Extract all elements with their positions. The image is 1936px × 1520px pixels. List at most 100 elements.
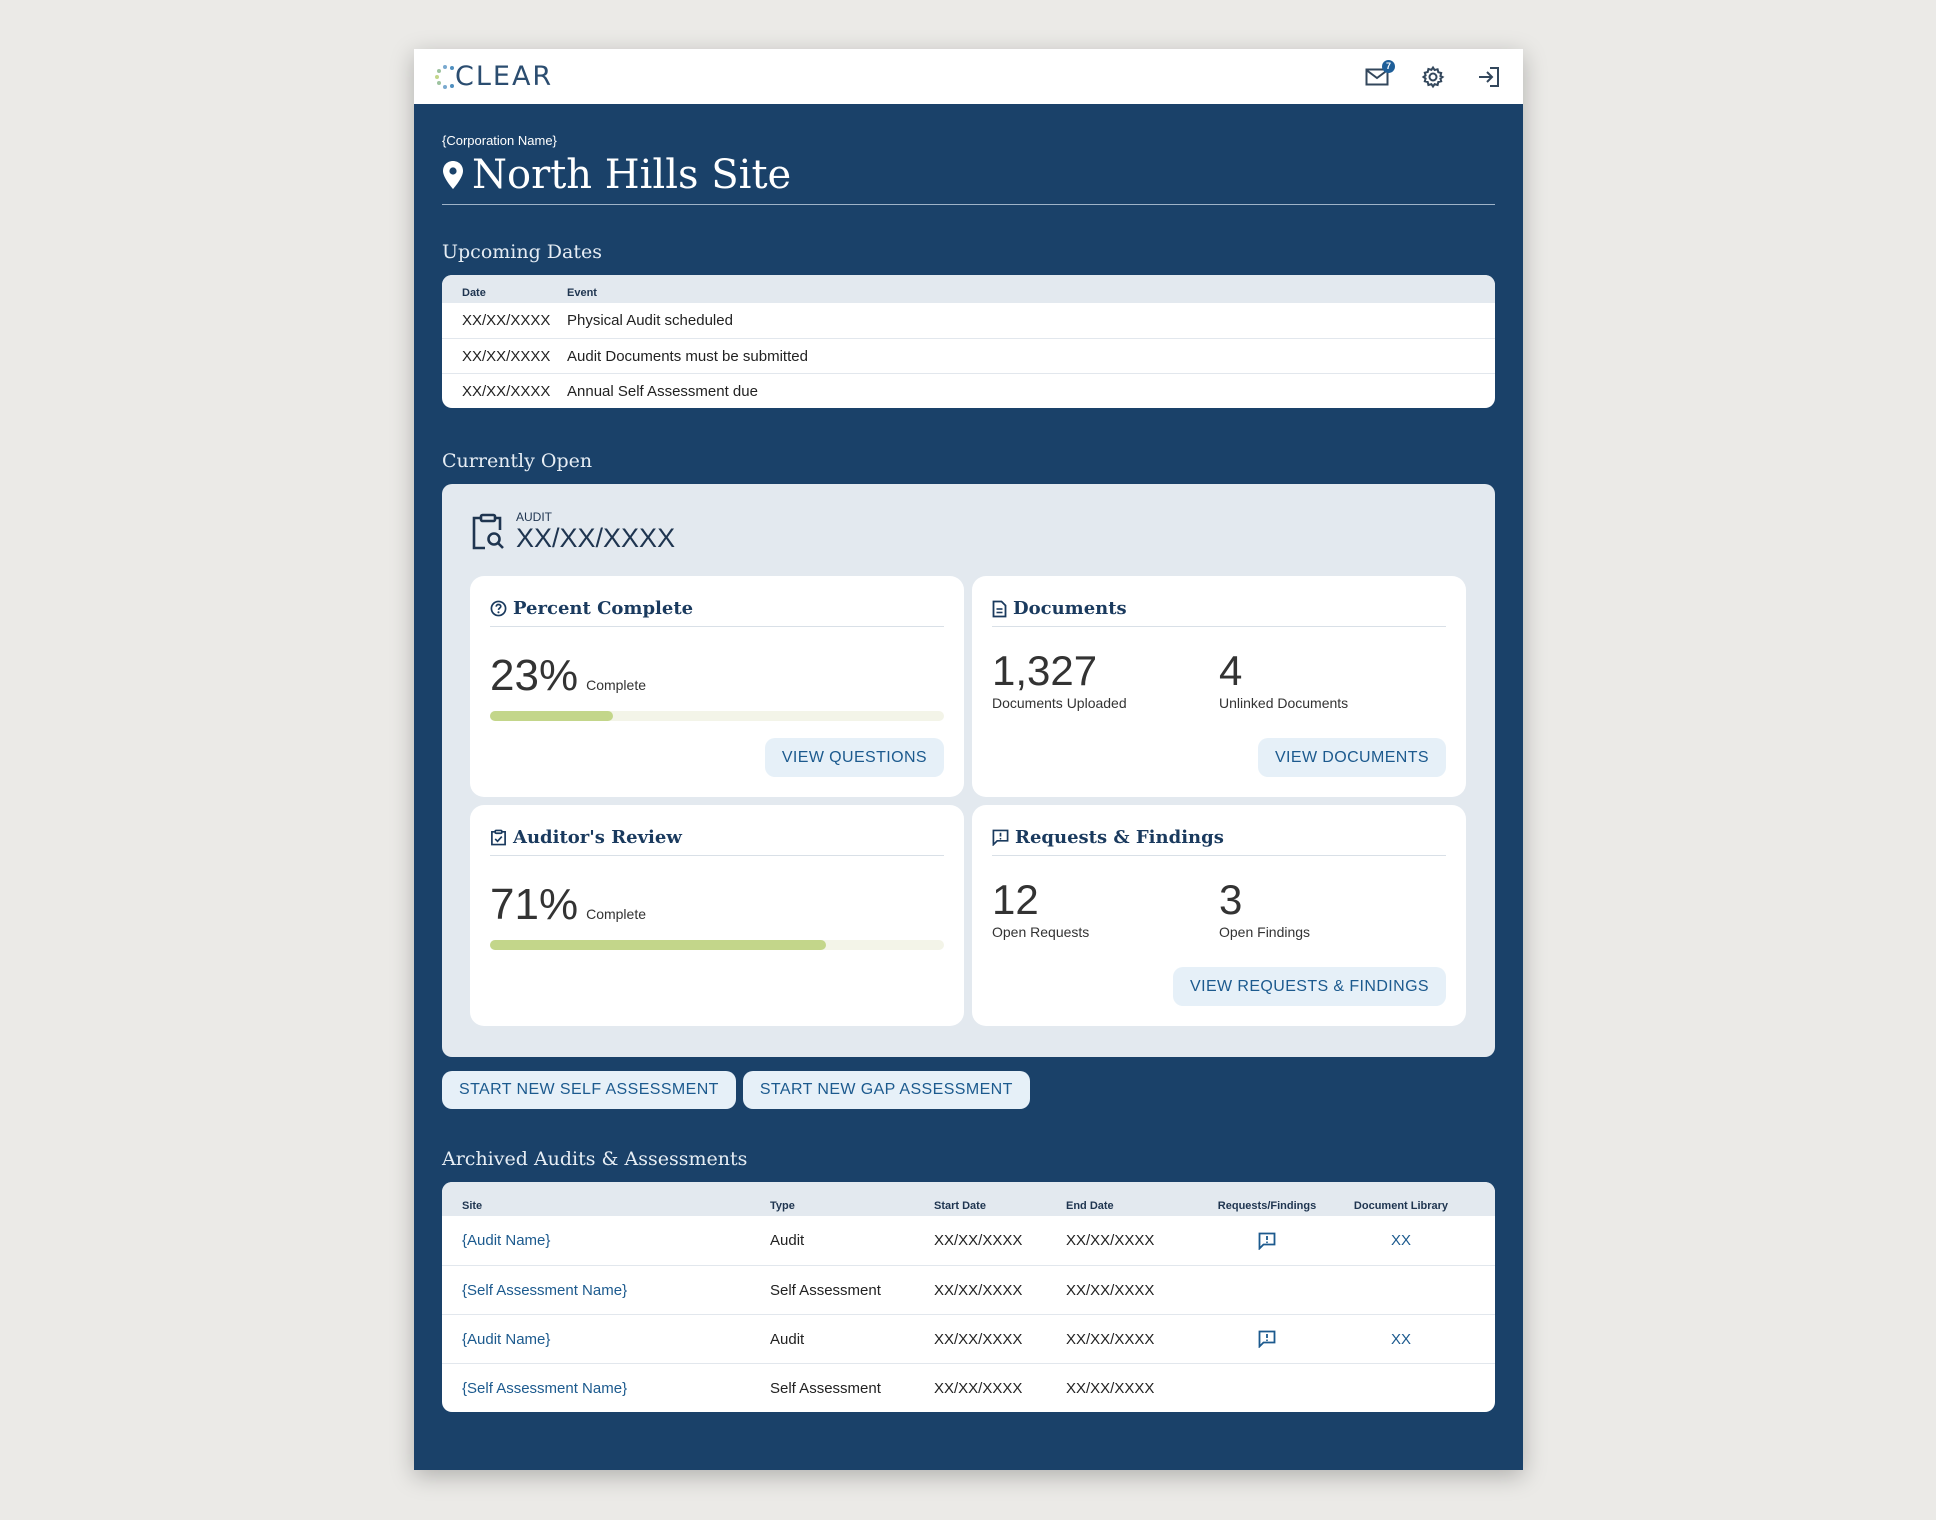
clipboard-search-icon — [472, 513, 504, 550]
mail-icon — [1365, 68, 1389, 85]
card-header: Percent Complete — [490, 598, 944, 627]
logo-dots-icon — [435, 64, 454, 89]
card-header: Documents — [992, 598, 1446, 627]
location-pin-icon — [443, 161, 463, 189]
view-documents-button[interactable]: VIEW DOCUMENTS — [1257, 738, 1446, 777]
stat-label: Unlinked Documents — [1219, 695, 1349, 711]
col-requests-findings: Requests/Findings — [1217, 1200, 1317, 1212]
audit-label: AUDIT — [516, 510, 552, 524]
site-title-text: North Hills Site — [472, 152, 792, 198]
stat-value: 12 — [992, 876, 1039, 923]
start-self-assessment-button[interactable]: START NEW SELF ASSESSMENT — [442, 1071, 736, 1109]
col-date: Date — [462, 287, 486, 299]
logo-text: CLEAR — [455, 61, 554, 92]
self-assessment-name-link[interactable]: {Self Assessment Name} — [462, 1281, 628, 1299]
logout-icon — [1479, 66, 1499, 87]
chat-flag-icon[interactable] — [1258, 1330, 1276, 1348]
mail-button[interactable]: 7 — [1363, 59, 1395, 91]
card-header: Requests & Findings — [992, 827, 1446, 856]
col-document-library: Document Library — [1353, 1200, 1449, 1212]
col-end-date: End Date — [1066, 1200, 1114, 1212]
percent-value: 23% — [490, 651, 579, 700]
progress-fill — [490, 711, 613, 721]
row-event: Physical Audit scheduled — [567, 312, 733, 329]
card-header: Auditor's Review — [490, 827, 944, 856]
stat-value: 4 — [1219, 647, 1243, 694]
percent-complete-card: Percent Complete 23% Complete VIEW QUEST… — [470, 576, 964, 797]
self-assessment-name-link[interactable]: {Self Assessment Name} — [462, 1379, 628, 1397]
document-icon — [992, 600, 1007, 617]
view-questions-button[interactable]: VIEW QUESTIONS — [764, 738, 944, 777]
audit-name-link[interactable]: {Audit Name} — [462, 1330, 551, 1348]
table-row: {Self Assessment Name} Self Assessment X… — [442, 1265, 1495, 1314]
stat-value: 1,327 — [992, 647, 1098, 694]
table-row: XX/XX/XXXX Audit Documents must be submi… — [442, 338, 1495, 373]
archive-table-header: Site Type Start Date End Date Requests/F… — [442, 1182, 1495, 1216]
table-row: XX/XX/XXXX Annual Self Assessment due — [442, 373, 1495, 408]
stat-label: Open Findings — [1219, 924, 1311, 940]
auditors-review-card: Auditor's Review 71% Complete — [470, 805, 964, 1026]
col-event: Event — [567, 287, 597, 299]
col-type: Type — [770, 1200, 795, 1212]
gear-icon — [1421, 65, 1445, 88]
row-type: Self Assessment — [770, 1281, 881, 1299]
audit-date: XX/XX/XXXX — [516, 523, 676, 553]
logout-button[interactable] — [1475, 63, 1503, 91]
card-title: Requests & Findings — [1015, 827, 1224, 848]
row-type: Audit — [770, 1330, 805, 1348]
card-title: Auditor's Review — [513, 827, 682, 848]
row-date: XX/XX/XXXX — [462, 347, 551, 365]
question-circle-icon — [490, 600, 507, 617]
start-gap-assessment-button[interactable]: START NEW GAP ASSESSMENT — [742, 1071, 1030, 1109]
row-end-date: XX/XX/XXXX — [1066, 1330, 1155, 1348]
stat-value: 3 — [1219, 876, 1243, 923]
archived-audits-table: Site Type Start Date End Date Requests/F… — [442, 1182, 1495, 1412]
row-event: Audit Documents must be submitted — [567, 347, 808, 365]
audit-name-link[interactable]: {Audit Name} — [462, 1232, 551, 1249]
stat-label: Open Requests — [992, 924, 1090, 940]
row-start-date: XX/XX/XXXX — [934, 1281, 1023, 1299]
review-percent-value: 71% — [490, 880, 579, 929]
currently-open-panel: AUDIT XX/XX/XXXX Percent Complete — [442, 484, 1495, 1057]
document-library-link[interactable]: XX — [1390, 1330, 1411, 1348]
table-row: {Audit Name} Audit XX/XX/XXXX XX/XX/XXXX… — [442, 1216, 1495, 1265]
card-title: Documents — [1013, 598, 1127, 619]
corporation-name: {Corporation Name} — [442, 133, 557, 148]
col-start-date: Start Date — [934, 1200, 986, 1212]
row-start-date: XX/XX/XXXX — [934, 1330, 1023, 1348]
percent-progress-bar — [490, 711, 944, 721]
row-event: Annual Self Assessment due — [567, 382, 758, 400]
view-requests-findings-button[interactable]: VIEW REQUESTS & FINDINGS — [1173, 967, 1446, 1006]
upcoming-dates-table: Date Event XX/XX/XXXX Physical Audit sch… — [442, 275, 1495, 408]
percent-label: Complete — [586, 677, 646, 693]
open-requests-stat: 12 Open Requests — [992, 876, 1219, 941]
app-frame: CLEAR 7 — [414, 49, 1523, 1470]
progress-fill — [490, 940, 826, 950]
table-row: {Audit Name} Audit XX/XX/XXXX XX/XX/XXXX… — [442, 1314, 1495, 1363]
row-type: Audit — [770, 1232, 805, 1249]
archived-heading: Archived Audits & Assessments — [442, 1148, 748, 1170]
row-start-date: XX/XX/XXXX — [934, 1232, 1023, 1249]
documents-uploaded-stat: 1,327 Documents Uploaded — [992, 647, 1219, 712]
clear-logo[interactable]: CLEAR — [434, 61, 553, 92]
document-library-link[interactable]: XX — [1390, 1232, 1411, 1249]
currently-open-heading: Currently Open — [442, 450, 593, 472]
review-percent-label: Complete — [586, 906, 646, 922]
card-title: Percent Complete — [513, 598, 694, 619]
upcoming-table-header: Date Event — [442, 275, 1495, 303]
row-end-date: XX/XX/XXXX — [1066, 1379, 1155, 1397]
row-end-date: XX/XX/XXXX — [1066, 1281, 1155, 1299]
row-date: XX/XX/XXXX — [462, 382, 551, 400]
row-end-date: XX/XX/XXXX — [1066, 1232, 1155, 1249]
chat-flag-icon[interactable] — [1258, 1232, 1276, 1250]
mail-badge: 7 — [1382, 59, 1395, 73]
chat-flag-icon — [992, 829, 1009, 846]
stat-label: Documents Uploaded — [992, 695, 1127, 711]
col-site: Site — [462, 1200, 483, 1212]
row-type: Self Assessment — [770, 1379, 881, 1397]
open-findings-stat: 3 Open Findings — [1219, 876, 1446, 941]
settings-button[interactable] — [1419, 63, 1447, 91]
top-bar: CLEAR 7 — [414, 49, 1523, 104]
row-date: XX/XX/XXXX — [462, 312, 551, 329]
audit-header: AUDIT XX/XX/XXXX — [470, 510, 1467, 554]
